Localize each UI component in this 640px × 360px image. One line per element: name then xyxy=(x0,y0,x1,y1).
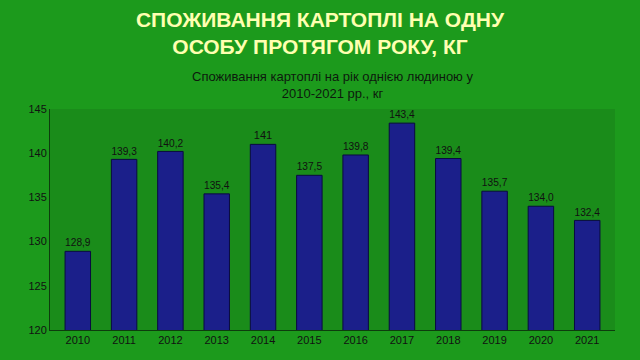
svg-text:139,3: 139,3 xyxy=(111,146,137,157)
svg-text:120: 120 xyxy=(28,324,46,336)
svg-text:2017: 2017 xyxy=(390,334,414,346)
svg-text:139,8: 139,8 xyxy=(343,141,369,152)
svg-text:128,9: 128,9 xyxy=(65,237,91,248)
svg-text:2016: 2016 xyxy=(343,334,367,346)
svg-text:2011: 2011 xyxy=(112,334,136,346)
svg-text:135: 135 xyxy=(28,191,46,203)
svg-text:2014: 2014 xyxy=(251,334,275,346)
svg-text:СПОЖИВАННЯ КАРТОПЛІ НА ОДНУОСО: СПОЖИВАННЯ КАРТОПЛІ НА ОДНУОСОБУ ПРОТЯГО… xyxy=(136,8,505,58)
svg-text:2020: 2020 xyxy=(529,334,553,346)
svg-text:140,2: 140,2 xyxy=(158,138,184,149)
svg-text:2018: 2018 xyxy=(436,334,460,346)
svg-text:2012: 2012 xyxy=(158,334,182,346)
svg-text:137,5: 137,5 xyxy=(297,161,323,172)
svg-text:2013: 2013 xyxy=(204,334,228,346)
svg-text:134,0: 134,0 xyxy=(528,192,554,203)
svg-text:132,4: 132,4 xyxy=(575,207,601,218)
svg-text:2019: 2019 xyxy=(482,334,506,346)
svg-text:143,4: 143,4 xyxy=(389,109,415,120)
svg-text:Споживання картоплі на рік одн: Споживання картоплі на рік однією людино… xyxy=(192,69,473,101)
svg-text:141: 141 xyxy=(254,129,272,141)
svg-text:140: 140 xyxy=(28,147,46,159)
svg-text:135,4: 135,4 xyxy=(204,180,230,191)
svg-text:139,4: 139,4 xyxy=(436,145,462,156)
svg-text:2021: 2021 xyxy=(575,334,599,346)
svg-text:145: 145 xyxy=(28,103,46,115)
svg-text:130: 130 xyxy=(28,235,46,247)
svg-text:135,7: 135,7 xyxy=(482,177,508,188)
svg-text:2015: 2015 xyxy=(297,334,321,346)
svg-text:125: 125 xyxy=(28,280,46,292)
svg-text:2010: 2010 xyxy=(66,334,90,346)
